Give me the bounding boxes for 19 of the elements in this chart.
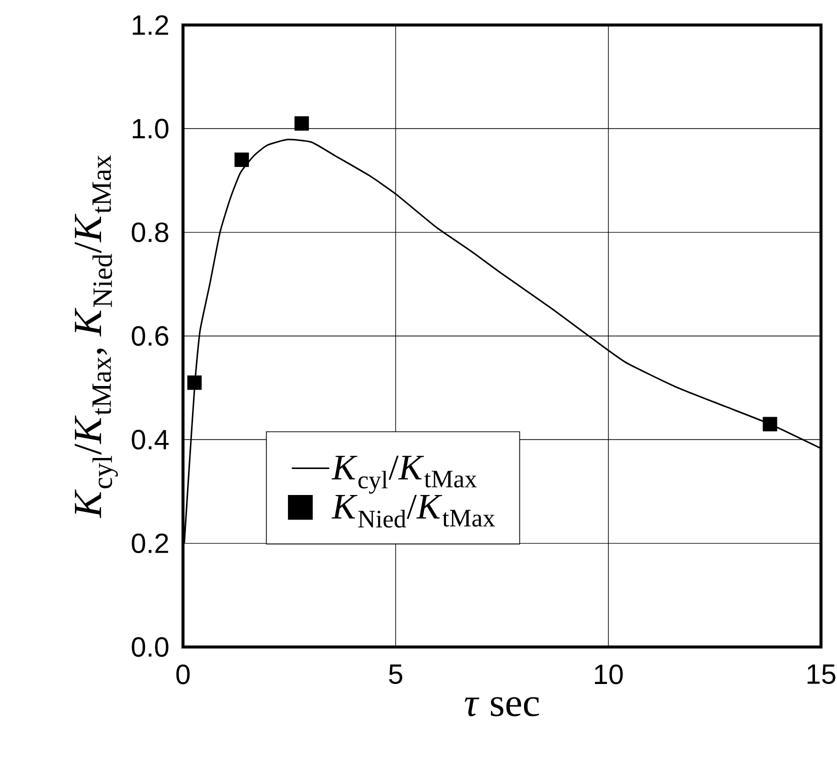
point — [294, 116, 309, 131]
y-tick-label: 0.2 — [132, 533, 168, 554]
x-axis-title: τ sec — [464, 697, 539, 716]
y-tick-label: 0.0 — [132, 637, 168, 657]
point — [762, 416, 778, 432]
y-tick-label: 0.8 — [132, 222, 168, 242]
x-tick-label: 0 — [176, 664, 190, 684]
x-tick-label: 5 — [389, 664, 402, 684]
legend-label: K$_{Nied}$/K$_{tMax}$ — [332, 494, 495, 528]
x-tick-label: 15 — [808, 664, 836, 684]
y-tick-label: 1.0 — [132, 118, 168, 139]
y-tick-label: 0.4 — [132, 430, 169, 450]
x-tick-label: 10 — [594, 664, 623, 684]
legend-label: K$_{cyl}$/K$_{tMax}$ — [332, 456, 477, 494]
text: K$_{cyl}$/K$_{tMax}$, K$_{Nied}$/K$_{tMax}$ — [74, 155, 118, 518]
point — [234, 152, 249, 167]
point — [187, 375, 202, 390]
y-tick-label: 1.2 — [132, 15, 168, 35]
y-tick-label: 0.6 — [132, 326, 168, 346]
